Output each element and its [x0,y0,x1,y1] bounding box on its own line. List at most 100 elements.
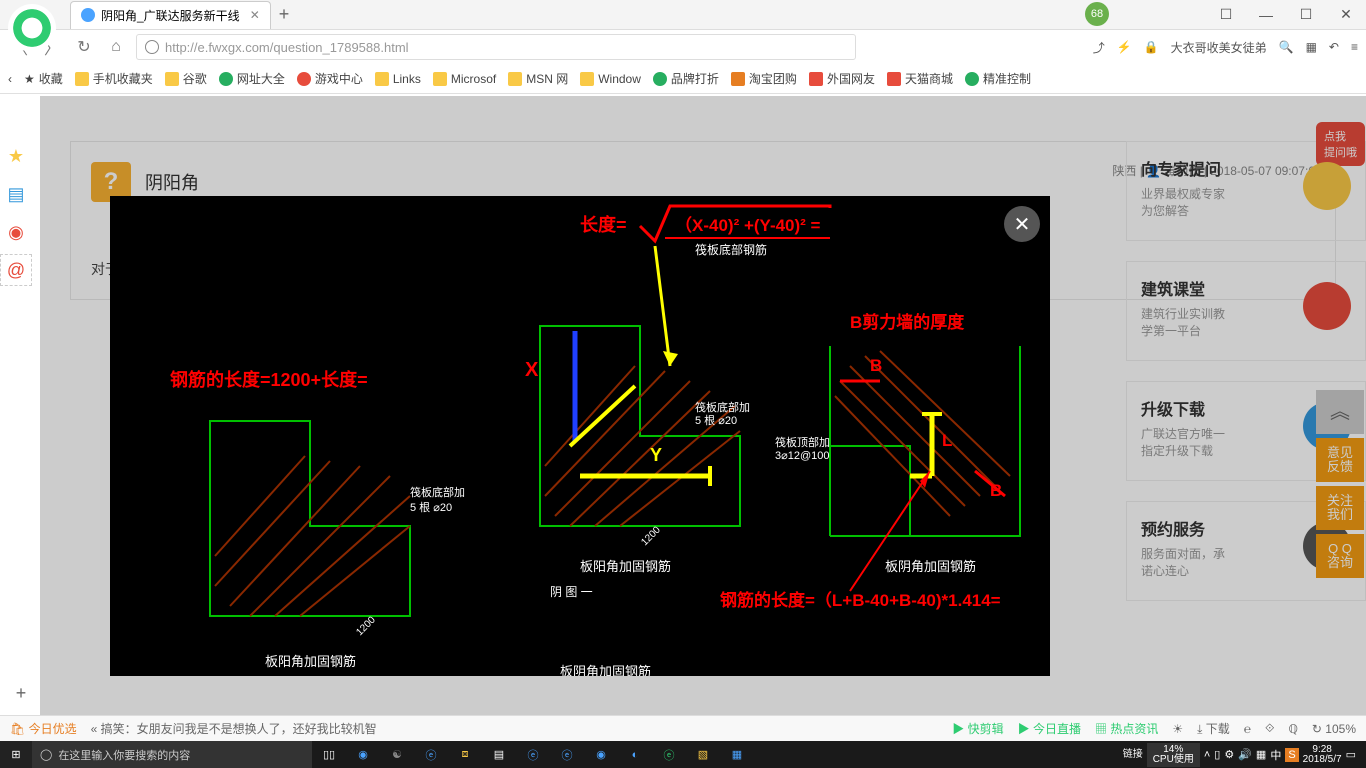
bookmark-item[interactable]: Links [375,72,421,86]
ime-icon[interactable]: 中 [1270,747,1281,763]
at-icon[interactable]: @ [0,254,32,286]
taskbar-apps: ▯▯ ◉ ☯ ⓔ ⧈ ▤ ⓔ ⓔ ◉ ◐ ⓔ ▧ ▦ [312,741,754,768]
new-tab-button[interactable]: + [279,4,290,25]
search-hint[interactable]: 大衣哥收美女徒弟 [1171,39,1267,56]
lock-icon[interactable]: 🔒 [1144,40,1159,54]
bookmark-item[interactable]: 手机收藏夹 [75,70,153,87]
svg-text:（X-40)² +(Y-40)² =: （X-40)² +(Y-40)² = [675,215,821,235]
app-icon[interactable]: ⓔ [414,741,448,768]
nav-left-icon[interactable]: ‹ [8,72,12,86]
maximize-button[interactable]: ☐ [1286,0,1326,30]
ime-icon[interactable]: S [1285,748,1298,762]
flash-icon[interactable]: ⚡ [1117,40,1132,54]
svg-text:板阳角加固钢筋: 板阳角加固钢筋 [580,559,671,574]
bookmark-item[interactable]: 谷歌 [165,70,207,87]
tray-icon[interactable]: ▯ [1214,748,1220,761]
svg-text:阴 图 一: 阴 图 一 [550,585,593,599]
app-icon[interactable]: ☯ [380,741,414,768]
sb-item[interactable]: ▶ 快剪辑 [952,720,1003,737]
bookmark-item[interactable]: Microsof [433,72,496,86]
bookmark-item[interactable]: 精准控制 [965,70,1031,87]
today-pick[interactable]: 🛍 今日优选 [10,720,77,737]
app-icon[interactable]: ⓔ [516,741,550,768]
taskbar-search[interactable]: ◯ 在这里输入你要搜索的内容 [32,741,312,768]
window-controls: ☐ — ☐ ✕ [1206,0,1366,30]
reload-button[interactable]: ↻ [72,35,96,59]
app-icon[interactable]: ▤ [482,741,516,768]
weibo-icon[interactable]: ◉ [0,216,32,248]
tray-icon[interactable]: ˄ [1204,749,1210,761]
svg-text:筏板底部加: 筏板底部加 [410,485,465,499]
search-icon[interactable]: 🔍 [1279,40,1294,54]
svg-text:钢筋的长度=（L+B-40+B-40)*1.414=: 钢筋的长度=（L+B-40+B-40)*1.414= [720,590,1001,610]
extension-icon[interactable]: ▦ [1306,40,1317,54]
update-badge[interactable]: 68 [1085,2,1109,26]
cad-diagram: 长度= （X-40)² +(Y-40)² = 筏板底部钢筋 钢筋的长度=1200… [110,196,1050,676]
bookmark-item[interactable]: 淘宝团购 [731,70,797,87]
browser-tab[interactable]: 阴阳角_广联达服务新干线 ✕ [70,1,271,29]
joke-ticker[interactable]: « 搞笑：女朋友问我是不是想换人了，还好我比较机智 [91,720,377,737]
svg-text:L: L [942,431,952,450]
lightbox-overlay[interactable]: ✕ 长度= （X-40)² +(Y-40)² = 筏板底部钢筋 钢筋的长度=12… [40,96,1366,715]
svg-text:B剪力墙的厚度: B剪力墙的厚度 [850,312,965,332]
bookmark-item[interactable]: 外国网友 [809,70,875,87]
cpu-meter[interactable]: 14% CPU使用 [1147,743,1200,767]
svg-text:B: B [870,356,882,375]
home-button[interactable]: ⌂ [104,35,128,59]
app-icon[interactable]: ◉ [346,741,380,768]
bookmark-item[interactable]: Window [580,72,641,86]
svg-text:钢筋的长度=1200+长度=: 钢筋的长度=1200+长度= [170,369,368,390]
svg-text:3⌀12@100: 3⌀12@100 [775,450,830,462]
lightbox-close-button[interactable]: ✕ [1004,206,1040,242]
left-toolbar: ★ ▤ ◉ @ [0,140,36,286]
sb-item[interactable]: ⤓ 下载 [1197,720,1230,737]
tray-icon[interactable]: 🔊 [1238,748,1252,761]
sb-item[interactable]: ▶ 今日直播 [1018,720,1081,737]
minimize-button[interactable]: — [1246,0,1286,30]
zoom-level[interactable]: ↻ 105% [1312,722,1356,736]
minimize-button[interactable]: ☐ [1206,0,1246,30]
browser-logo[interactable] [8,4,56,52]
sb-item[interactable]: ℮ [1244,722,1251,736]
svg-text:Y: Y [650,445,662,465]
svg-text:筏板底部加: 筏板底部加 [695,400,750,414]
svg-text:板阴角加固钢筋: 板阴角加固钢筋 [560,664,651,676]
clock[interactable]: 9:282018/5/7 [1303,745,1342,765]
sb-item[interactable]: ☀ [1172,722,1183,736]
sb-item[interactable]: ▦ 热点资讯 [1095,720,1158,737]
start-button[interactable]: ⊞ [0,741,32,768]
app-icon[interactable]: ◉ [584,741,618,768]
browser-status-bar: 🛍 今日优选 « 搞笑：女朋友问我是不是想换人了，还好我比较机智 ▶ 快剪辑 ▶… [0,715,1366,741]
undo-icon[interactable]: ↶ [1329,40,1339,54]
news-icon[interactable]: ▤ [0,178,32,210]
app-icon[interactable]: ▧ [686,741,720,768]
url-input[interactable]: http://e.fwxgx.com/question_1789588.html [136,34,856,60]
close-window-button[interactable]: ✕ [1326,0,1366,30]
tray-icon[interactable]: ▦ [1256,748,1266,761]
app-icon[interactable]: ◐ [618,741,652,768]
menu-icon[interactable]: ≡ [1351,40,1358,54]
svg-text:板阴角加固钢筋: 板阴角加固钢筋 [885,559,976,574]
bookmark-item[interactable]: 网址大全 [219,70,285,87]
tray-icon[interactable]: ⚙ [1224,748,1234,761]
windows-taskbar: ⊞ ◯ 在这里输入你要搜索的内容 ▯▯ ◉ ☯ ⓔ ⧈ ▤ ⓔ ⓔ ◉ ◐ ⓔ … [0,741,1366,768]
bookmark-item[interactable]: MSN 网 [508,70,568,87]
tab-close-icon[interactable]: ✕ [250,8,260,22]
sb-item[interactable]: ℚ [1288,722,1297,736]
svg-text:板阳角加固钢筋: 板阳角加固钢筋 [265,654,356,669]
sb-item[interactable]: ⟐ [1265,721,1274,736]
app-icon[interactable]: ⧈ [448,741,482,768]
app-icon[interactable]: ⓔ [550,741,584,768]
app-icon[interactable]: ⓔ [652,741,686,768]
star-icon[interactable]: ★ [0,140,32,172]
svg-text:5 根 ⌀20: 5 根 ⌀20 [695,413,737,427]
bookmark-item[interactable]: 游戏中心 [297,70,363,87]
share-icon[interactable]: ⤴ [1093,39,1105,56]
bookmark-item[interactable]: 品牌打折 [653,70,719,87]
favorites-button[interactable]: ★ 收藏 [24,70,63,87]
add-tab-button[interactable]: + [10,682,32,704]
notification-icon[interactable]: ▭ [1346,748,1356,761]
bookmark-item[interactable]: 天猫商城 [887,70,953,87]
app-icon[interactable]: ▦ [720,741,754,768]
task-view-icon[interactable]: ▯▯ [312,741,346,768]
